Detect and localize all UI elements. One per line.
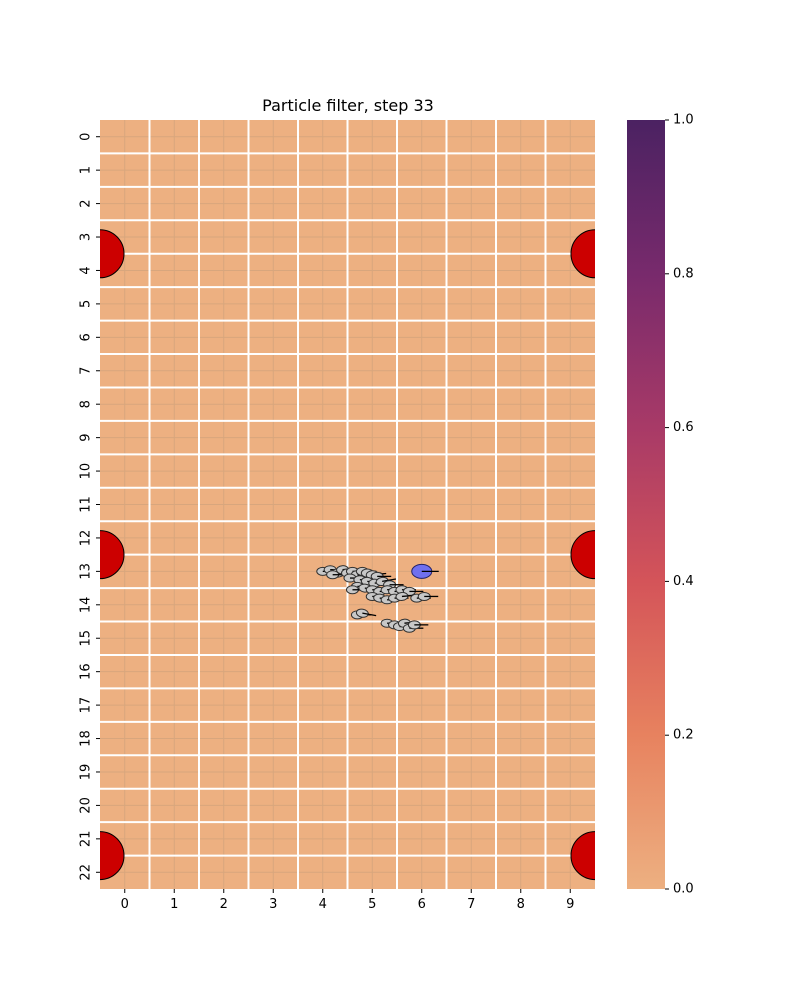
y-tick-label: 6 bbox=[79, 333, 94, 341]
robot bbox=[411, 563, 439, 579]
landmarks bbox=[100, 229, 595, 881]
y-tick-label: 18 bbox=[79, 730, 94, 747]
x-tick-label: 8 bbox=[517, 897, 525, 912]
y-tick-label: 5 bbox=[79, 300, 94, 308]
colorbar-tick-label: 1.0 bbox=[673, 113, 694, 128]
particle bbox=[417, 591, 439, 601]
y-tick-label: 15 bbox=[79, 630, 94, 647]
x-tick-label: 9 bbox=[566, 897, 574, 912]
x-tick-label: 1 bbox=[170, 897, 178, 912]
x-tick-label: 5 bbox=[368, 897, 376, 912]
y-tick-label: 9 bbox=[79, 433, 94, 441]
colorbar bbox=[627, 120, 665, 889]
x-tick-label: 2 bbox=[220, 897, 228, 912]
particle-heading bbox=[382, 578, 397, 583]
x-tick-label: 3 bbox=[269, 897, 277, 912]
y-tick-label: 22 bbox=[79, 864, 94, 881]
landmark bbox=[100, 229, 125, 279]
y-tick-label: 20 bbox=[79, 797, 94, 814]
landmark bbox=[570, 831, 595, 881]
y-tick-label: 2 bbox=[79, 199, 94, 207]
particles bbox=[316, 565, 439, 633]
colorbar-tick-label: 0.8 bbox=[673, 266, 694, 281]
y-tick-label: 19 bbox=[79, 764, 94, 781]
y-tick-label: 4 bbox=[79, 266, 94, 274]
x-tick-label: 7 bbox=[467, 897, 475, 912]
landmark bbox=[100, 831, 125, 881]
y-tick-label: 17 bbox=[79, 697, 94, 714]
y-tick-label: 0 bbox=[79, 133, 94, 141]
colorbar-tick-label: 0.2 bbox=[673, 728, 694, 743]
y-tick-label: 12 bbox=[79, 530, 94, 547]
landmark bbox=[570, 229, 595, 279]
y-tick-label: 7 bbox=[79, 367, 94, 375]
heatmap-cell-borders bbox=[100, 120, 595, 889]
chart-title: Particle filter, step 33 bbox=[262, 96, 434, 115]
y-tick-label: 14 bbox=[79, 597, 94, 614]
y-tick-label: 16 bbox=[79, 663, 94, 680]
landmark bbox=[570, 530, 595, 580]
landmark bbox=[100, 530, 125, 580]
y-tick-label: 11 bbox=[79, 496, 94, 513]
x-tick-label: 6 bbox=[418, 897, 426, 912]
particle bbox=[407, 620, 429, 630]
x-tick-label: 0 bbox=[121, 897, 129, 912]
y-tick-label: 8 bbox=[79, 400, 94, 408]
x-axis: 0 1 2 3 4 5 6 7 8 9 bbox=[121, 889, 574, 912]
particle-heading bbox=[362, 612, 377, 617]
y-tick-label: 13 bbox=[79, 563, 94, 580]
colorbar-tick-label: 0.6 bbox=[673, 420, 694, 435]
particle bbox=[355, 608, 377, 618]
colorbar-tick-label: 0.4 bbox=[673, 574, 694, 589]
colorbar-tick-label: 0.0 bbox=[673, 882, 694, 897]
y-tick-label: 10 bbox=[79, 463, 94, 480]
y-tick-label: 3 bbox=[79, 233, 94, 241]
x-tick-label: 4 bbox=[319, 897, 327, 912]
y-tick-label: 21 bbox=[79, 831, 94, 848]
colorbar-axis: 0.0 0.2 0.4 0.6 0.8 1.0 bbox=[665, 113, 694, 897]
y-tick-label: 1 bbox=[79, 166, 94, 174]
